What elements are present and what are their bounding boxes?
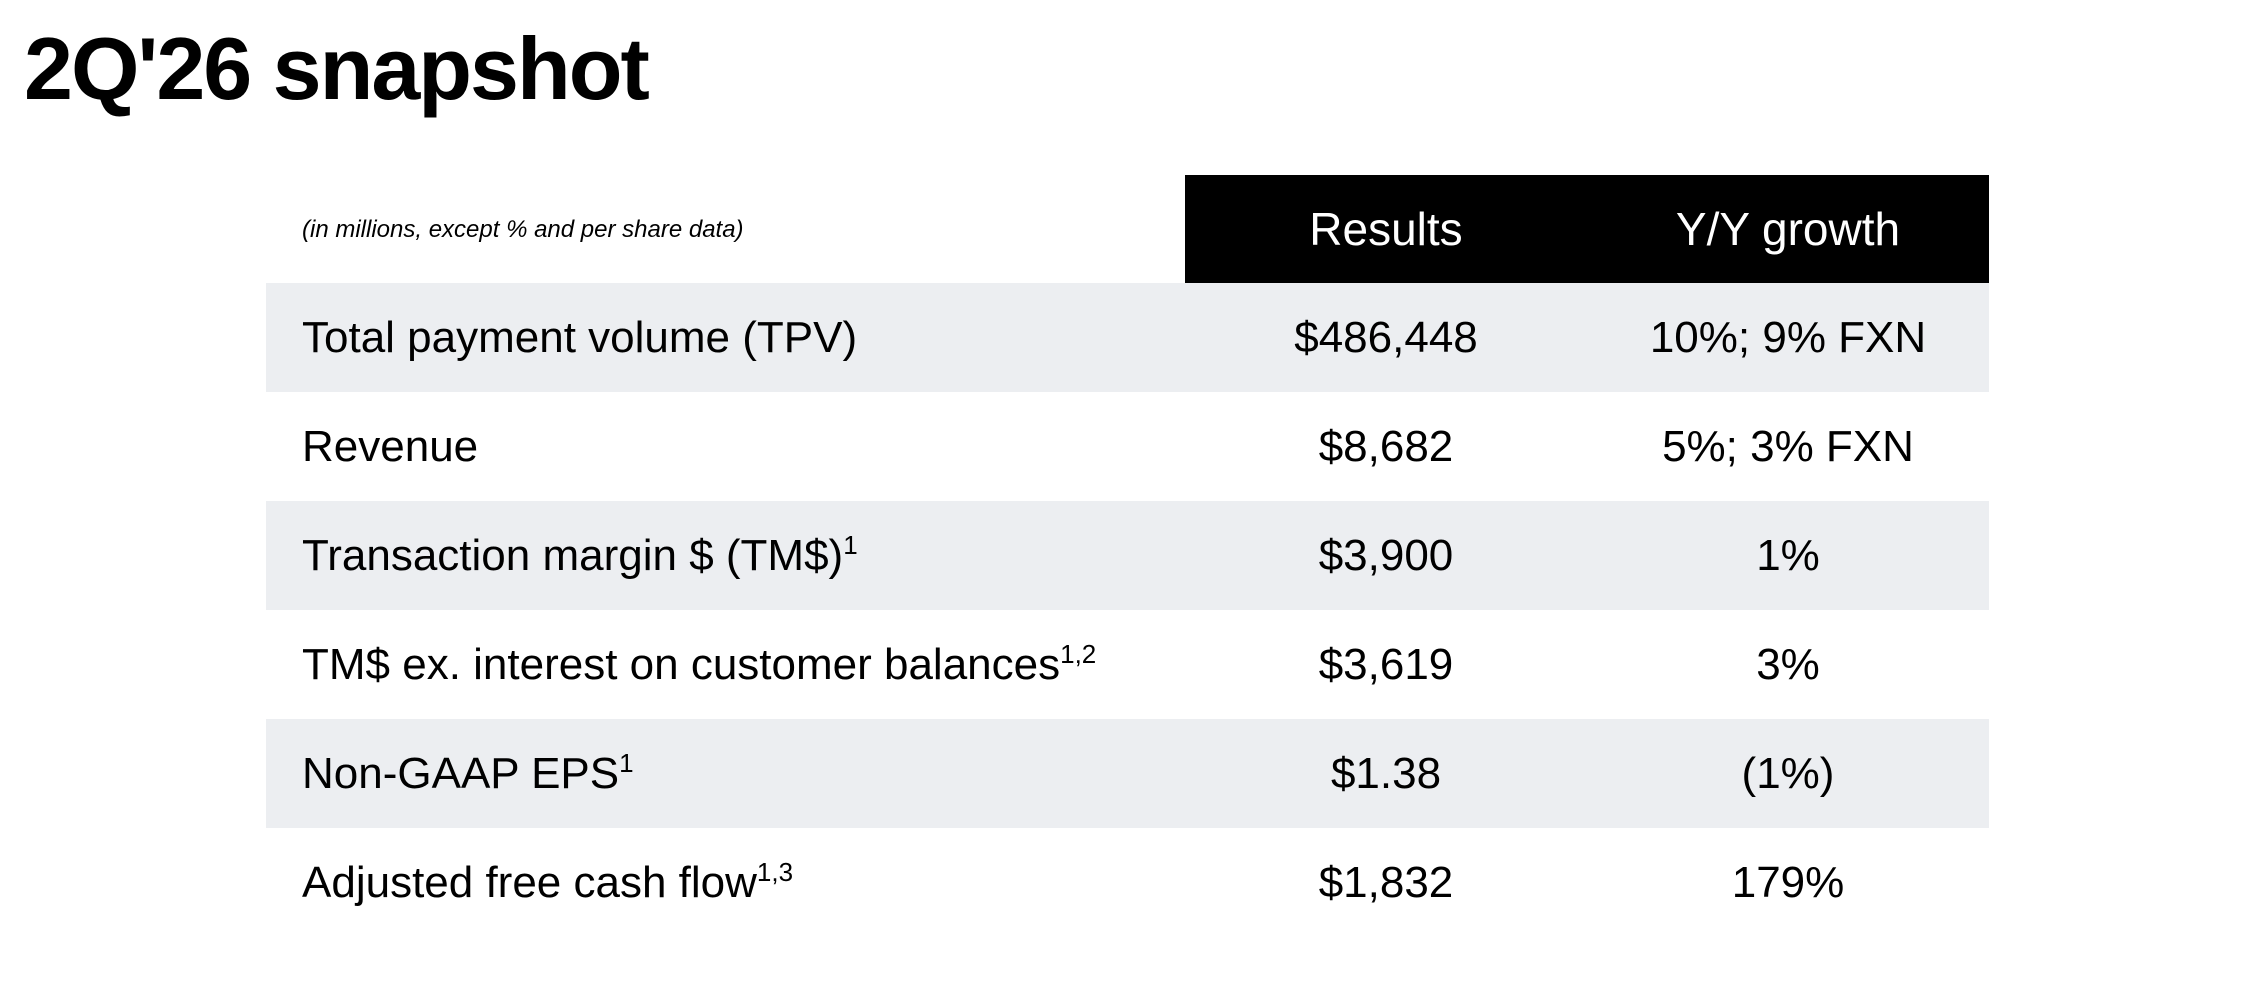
row-label: Transaction margin $ (TM$)1 — [302, 501, 858, 610]
growth-value: 10%; 9% FXN — [1649, 313, 1927, 362]
row-label: Revenue — [302, 392, 478, 501]
footnote-ref: 1,2 — [1060, 639, 1097, 669]
result-value: $3,900 — [1318, 531, 1454, 580]
table-row: Adjusted free cash flow1,3 $1,832 179% — [266, 828, 1989, 937]
growth-value: 179% — [1731, 858, 1845, 907]
table-row: Transaction margin $ (TM$)1 $3,900 1% — [266, 501, 1989, 610]
result-value: $3,619 — [1318, 640, 1454, 689]
footnote-ref: 1,3 — [756, 857, 794, 887]
growth-value: (1%) — [1741, 749, 1835, 798]
row-label: TM$ ex. interest on customer balances1,2 — [302, 610, 1096, 719]
label-text: Non-GAAP EPS — [302, 749, 620, 798]
result-value: $1.38 — [1330, 749, 1442, 798]
page-title: 2Q'26 snapshot — [24, 19, 650, 118]
table-row: Revenue $8,682 5%; 3% FXN — [266, 392, 1989, 501]
table-row: Total payment volume (TPV) $486,448 10%; 9… — [266, 283, 1989, 392]
growth-value: 1% — [1756, 531, 1820, 580]
table-header: Results Y/Y growth — [1185, 175, 1989, 283]
label-text: Revenue — [302, 422, 479, 471]
label-text: TM$ ex. interest on customer balances — [302, 640, 1061, 689]
footnote-ref: 1 — [619, 748, 634, 778]
growth-value: 5%; 3% FXN — [1662, 422, 1914, 471]
column-header: Y/Y growth — [1675, 203, 1901, 255]
label-text: Total payment volume (TPV) — [302, 313, 858, 362]
growth-value: 3% — [1756, 640, 1820, 689]
row-label: Adjusted free cash flow1,3 — [302, 828, 793, 937]
result-value: $8,682 — [1318, 422, 1454, 471]
table-row: Non-GAAP EPS1 $1.38 (1%) — [266, 719, 1989, 828]
row-label: Non-GAAP EPS1 — [302, 719, 634, 828]
label-text: Adjusted free cash flow — [302, 858, 757, 907]
table-row: TM$ ex. interest on customer balances1,2… — [266, 610, 1989, 719]
row-label: Total payment volume (TPV) — [302, 283, 857, 392]
label-text: Transaction margin $ (TM$) — [302, 531, 844, 580]
table-note: (in millions, except % and per share dat… — [302, 216, 744, 243]
footnote-ref: 1 — [843, 530, 858, 560]
result-value: $1,832 — [1318, 858, 1454, 907]
result-value: $486,448 — [1294, 313, 1478, 362]
column-header: Results — [1309, 203, 1463, 255]
